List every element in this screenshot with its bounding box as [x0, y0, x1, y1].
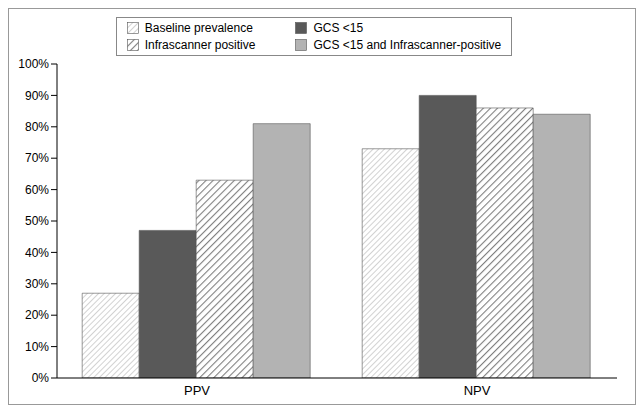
svg-text:NPV: NPV [464, 383, 491, 398]
svg-text:50%: 50% [25, 214, 49, 228]
svg-text:PPV: PPV [184, 383, 210, 398]
svg-text:30%: 30% [25, 277, 49, 291]
html-text:GCS <15 and Infrascanner-posit: GCS <15 and Infrascanner-positive [313, 38, 502, 52]
svg-text:0%: 0% [32, 371, 50, 385]
svg-text:60%: 60% [25, 183, 49, 197]
html-text:Baseline prevalence: Baseline prevalence [144, 21, 253, 35]
svg-text:10%: 10% [25, 340, 49, 354]
html-text:GCS <15: GCS <15 [313, 21, 364, 35]
svg-text:100%: 100% [18, 57, 49, 71]
svg-text:80%: 80% [25, 120, 49, 134]
svg-text:90%: 90% [25, 89, 49, 103]
svg-text:70%: 70% [25, 151, 49, 165]
svg-text:20%: 20% [25, 308, 49, 322]
svg-text:40%: 40% [25, 246, 49, 260]
html-text:Infrascanner positive: Infrascanner positive [144, 38, 256, 52]
